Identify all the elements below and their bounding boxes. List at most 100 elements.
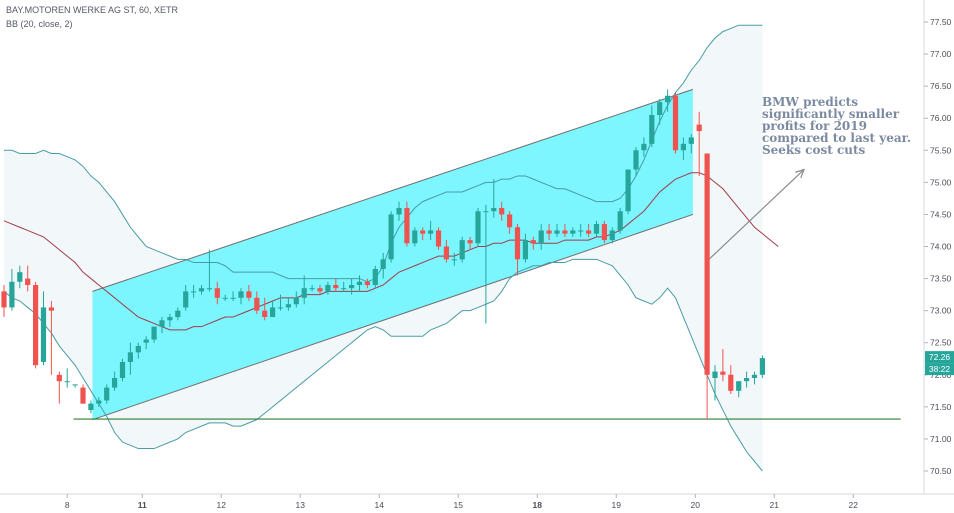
price-tick-label: 74.00: [930, 242, 952, 252]
candle: [112, 371, 118, 391]
candle: [262, 297, 268, 321]
indicator-label[interactable]: BB (20, close, 2): [6, 19, 73, 29]
symbol-title[interactable]: BAY.MOTOREN WERKE AG ST, 60, XETR: [6, 5, 179, 15]
candle: [680, 137, 686, 160]
candle-body: [736, 381, 742, 391]
candle: [206, 249, 212, 292]
arrow-annotation[interactable]: [708, 168, 806, 260]
price-tick-label: 71.00: [930, 434, 952, 444]
candle-body: [341, 288, 347, 290]
candle: [483, 204, 489, 324]
candle-body: [507, 214, 513, 228]
time-tick-label: 22: [849, 500, 859, 510]
candle: [736, 381, 742, 398]
candle: [665, 89, 671, 112]
candle-body: [609, 230, 615, 241]
price-tick-label: 77.50: [930, 17, 952, 27]
candle-body: [285, 304, 291, 308]
bollinger-basis-line: [3, 172, 779, 331]
price-tick-label: 73.50: [930, 274, 952, 284]
time-tick-label: 11: [138, 500, 147, 510]
candle-body: [333, 284, 339, 289]
candle-body: [317, 288, 323, 292]
candle-body: [119, 361, 126, 378]
time-tick-label: 13: [296, 500, 306, 510]
candle: [72, 384, 78, 388]
candle: [491, 179, 497, 218]
time-tick-label: 15: [454, 500, 464, 510]
arrow-shaft[interactable]: [708, 169, 805, 260]
candle: [277, 294, 284, 311]
candle-body: [404, 208, 410, 244]
candle-body: [665, 95, 671, 103]
candle: [459, 236, 465, 263]
candle: [1, 284, 7, 318]
price-tick-label: 73.00: [930, 306, 952, 316]
candle: [475, 208, 481, 247]
candle: [435, 227, 442, 250]
candle-body: [112, 377, 118, 388]
candle: [317, 284, 323, 295]
candle-body: [72, 384, 78, 386]
candle-body: [293, 297, 299, 305]
candle-body: [380, 259, 386, 269]
candle: [151, 326, 157, 343]
price-tick-label: 76.50: [930, 81, 952, 91]
candle-body: [396, 208, 402, 215]
candle-body: [625, 169, 631, 212]
candle: [159, 317, 165, 334]
candle-body: [420, 230, 426, 234]
candle-body: [483, 211, 489, 213]
candle: [720, 349, 726, 382]
price-tick-label: 74.50: [930, 209, 952, 219]
news-annotation[interactable]: BMW predicts significantly smaller profi…: [762, 95, 912, 157]
candle-body: [522, 240, 528, 260]
candle-body: [143, 339, 149, 343]
candle: [412, 227, 418, 247]
candle: [104, 384, 110, 404]
time-tick-label: 20: [691, 500, 701, 510]
trend-channel-lower-line[interactable]: [92, 213, 694, 421]
candle: [530, 236, 536, 250]
time-tick-label: 14: [375, 500, 385, 510]
candle: [214, 281, 220, 305]
candle-body: [601, 224, 607, 241]
candle-body: [744, 377, 750, 382]
price-tick-label: 70.50: [930, 466, 952, 476]
candle: [325, 281, 331, 295]
candle: [428, 220, 434, 241]
candle: [712, 365, 718, 401]
price-axis[interactable]: 70.5071.0071.5072.0072.5073.0073.5074.00…: [924, 17, 952, 476]
candle-body: [491, 208, 497, 212]
candle: [420, 227, 426, 241]
candle-body: [270, 307, 276, 318]
candle: [562, 224, 568, 237]
candle: [451, 252, 457, 266]
candle-body: [538, 230, 544, 244]
candle-body: [435, 230, 442, 247]
trend-channel-upper-line[interactable]: [92, 88, 694, 292]
candle-body: [349, 284, 355, 289]
candle: [230, 291, 236, 302]
price-tick-label: 75.50: [930, 145, 952, 155]
candle: [56, 371, 62, 404]
candle-body: [459, 240, 465, 260]
candle-body: [364, 281, 370, 285]
candle: [609, 227, 615, 244]
candle: [119, 358, 126, 382]
candle: [135, 342, 141, 359]
candle: [672, 92, 679, 154]
candle: [356, 275, 363, 292]
candle: [88, 400, 94, 414]
candle: [198, 284, 205, 295]
candle: [696, 111, 702, 176]
time-tick-label: 8: [65, 500, 70, 510]
candle-body: [649, 115, 655, 144]
candle: [499, 201, 505, 221]
candle-body: [617, 211, 623, 231]
time-axis[interactable]: 8 11 12 13 14 15 18 19 20 21 22: [65, 494, 858, 510]
candle-body: [641, 143, 647, 151]
candle-body: [586, 230, 592, 234]
candle: [759, 355, 765, 378]
